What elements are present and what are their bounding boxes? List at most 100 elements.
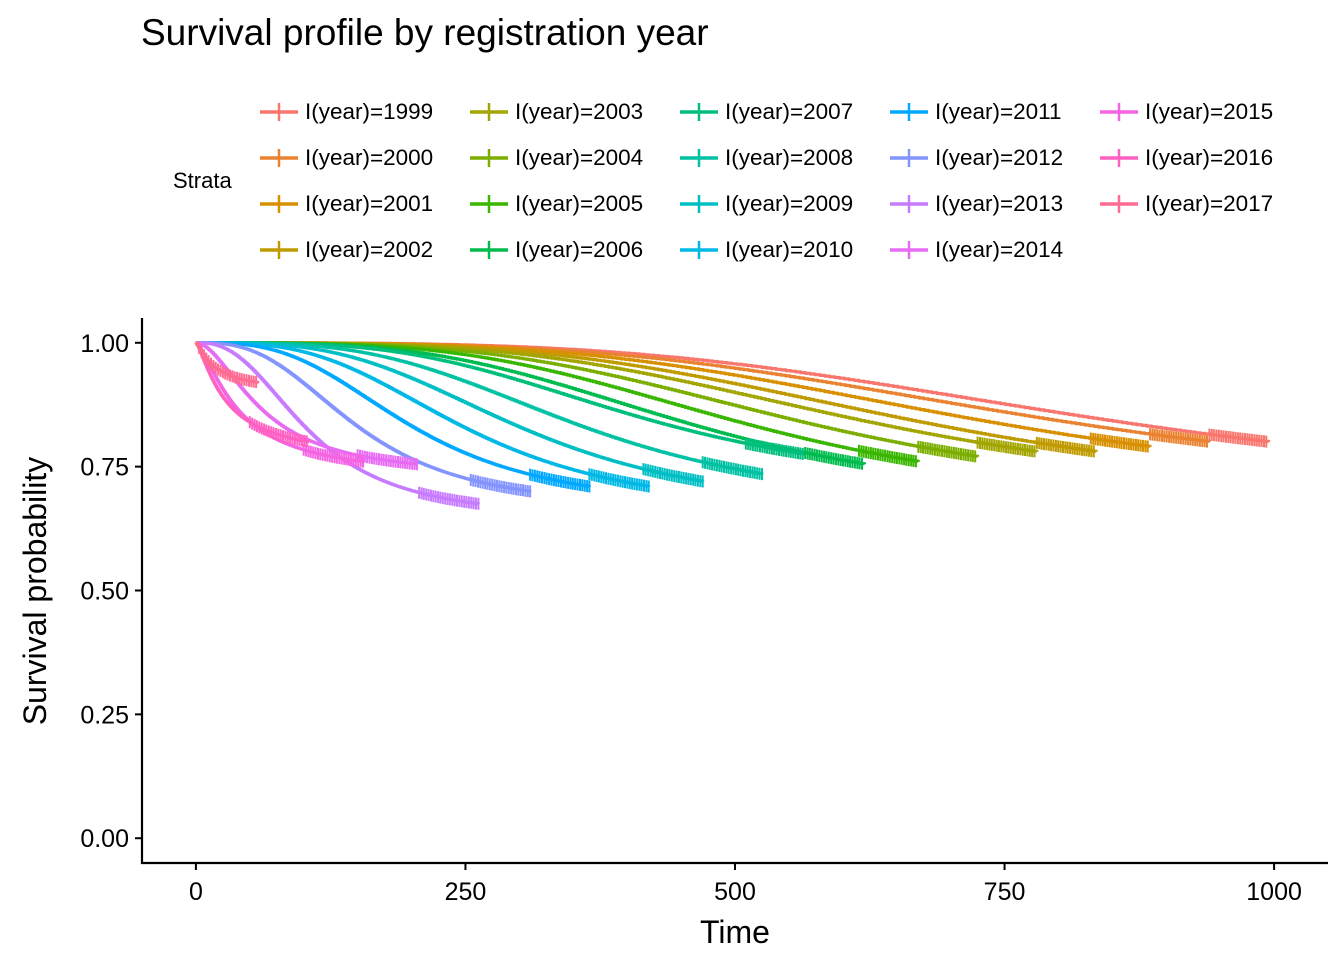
legend-item: I(year)=2009 <box>678 184 853 224</box>
legend: I(year)=1999 I(year)=2000 I(year)=2001 I(ye… <box>258 92 1328 276</box>
survival-curve <box>195 341 807 456</box>
legend-label: I(year)=2016 <box>1145 145 1274 170</box>
censor-mark-cluster <box>248 416 308 448</box>
legend-key <box>890 195 928 213</box>
survival-curve <box>195 341 651 488</box>
legend-label: I(year)=2014 <box>935 237 1064 262</box>
survival-curve <box>195 341 480 506</box>
legend-item: I(year)=1999 <box>258 92 433 132</box>
legend-label: I(year)=2013 <box>935 191 1064 216</box>
censor-mark-cluster <box>529 468 591 493</box>
legend-key <box>680 241 718 259</box>
legend-item: I(year)=2015 <box>1098 92 1273 132</box>
y-axis-ticks: 0.00 0.25 0.50 0.75 1.00 <box>80 330 142 853</box>
y-axis-label: Survival probability <box>17 457 53 726</box>
legend-item: I(year)=2011 <box>888 92 1062 132</box>
y-tick-label: 0.50 <box>80 578 129 606</box>
legend-label: I(year)=2004 <box>515 145 644 170</box>
legend-key <box>1100 149 1138 167</box>
censor-mark-cluster <box>302 443 364 468</box>
legend-item: I(year)=2003 <box>468 92 643 132</box>
chart-title: Survival profile by registration year <box>141 12 709 53</box>
legend-label: I(year)=2008 <box>725 145 854 170</box>
survival-curve <box>195 341 591 488</box>
legend-key <box>470 149 508 167</box>
censor-mark-cluster <box>642 463 704 488</box>
censor-mark-cluster <box>744 437 804 460</box>
censor-mark-cluster <box>1089 432 1149 453</box>
censor-mark-cluster <box>1208 428 1268 448</box>
legend-item: I(year)=2004 <box>468 138 643 178</box>
censor-mark-cluster <box>917 440 977 463</box>
y-tick-label: 0.00 <box>80 825 129 853</box>
legend-label: I(year)=2010 <box>725 237 854 262</box>
legend-label: I(year)=2005 <box>515 191 644 216</box>
legend-key <box>890 241 928 259</box>
censor-mark-cluster <box>701 456 763 481</box>
censor-mark-cluster <box>469 473 532 498</box>
censor-mark-cluster <box>858 444 917 468</box>
legend-key <box>1100 103 1138 121</box>
legend-item: I(year)=2012 <box>888 138 1063 178</box>
legend-label: I(year)=2003 <box>515 99 644 124</box>
censor-mark-cluster <box>198 341 258 388</box>
legend-label: I(year)=2017 <box>1145 191 1274 216</box>
legend-key <box>470 241 508 259</box>
legend-key <box>260 195 298 213</box>
legend-label: I(year)=2001 <box>305 191 434 216</box>
legend-label: I(year)=2002 <box>305 237 434 262</box>
legend-title: Strata <box>173 168 232 193</box>
legend-label: I(year)=2011 <box>935 99 1062 124</box>
x-axis-ticks: 0 250 500 750 1000 <box>189 863 1302 906</box>
legend-key <box>890 149 928 167</box>
x-tick-label: 750 <box>984 878 1026 906</box>
legend-label: I(year)=2009 <box>725 191 854 216</box>
survival-curve <box>195 341 705 483</box>
legend-item: I(year)=2002 <box>258 230 433 270</box>
y-tick-label: 0.25 <box>80 701 129 729</box>
censor-mark-cluster <box>804 447 863 470</box>
censor-marks <box>198 341 1268 510</box>
legend-key <box>1100 195 1138 213</box>
legend-label: I(year)=2000 <box>305 145 434 170</box>
legend-key <box>470 195 508 213</box>
legend-item: I(year)=2001 <box>258 184 433 224</box>
legend-key <box>260 241 298 259</box>
legend-item: I(year)=2016 <box>1098 138 1273 178</box>
censor-mark-cluster <box>418 486 480 510</box>
legend-label: I(year)=2006 <box>515 237 644 262</box>
legend-item: I(year)=2006 <box>468 230 643 270</box>
censor-mark-cluster <box>1149 428 1208 448</box>
legend-item: I(year)=2013 <box>888 184 1063 224</box>
legend-key <box>260 103 298 121</box>
censor-mark-cluster <box>976 436 1036 458</box>
legend-label: I(year)=2007 <box>725 99 854 124</box>
x-tick-label: 500 <box>714 878 756 906</box>
y-tick-label: 0.75 <box>80 454 129 482</box>
legend-item: I(year)=2017 <box>1098 184 1273 224</box>
legend-key <box>680 103 718 121</box>
legend-item: I(year)=2005 <box>468 184 643 224</box>
legend-key <box>680 195 718 213</box>
censor-mark-cluster <box>1035 436 1095 458</box>
x-tick-label: 1000 <box>1246 878 1302 906</box>
x-axis-label: Time <box>700 914 770 950</box>
legend-label: I(year)=1999 <box>305 99 434 124</box>
survival-curve <box>195 341 764 476</box>
legend-item: I(year)=2010 <box>678 230 853 270</box>
survival-curves <box>194 341 1271 506</box>
x-tick-label: 0 <box>189 878 203 906</box>
legend-item: I(year)=2014 <box>888 230 1063 270</box>
legend-item: I(year)=2007 <box>678 92 853 132</box>
legend-label: I(year)=2015 <box>1145 99 1274 124</box>
y-tick-label: 1.00 <box>80 330 129 358</box>
x-tick-label: 250 <box>445 878 487 906</box>
legend-key <box>260 149 298 167</box>
legend-item: I(year)=2008 <box>678 138 853 178</box>
legend-key <box>680 149 718 167</box>
legend-key <box>890 103 928 121</box>
censor-mark-cluster <box>588 468 650 493</box>
legend-label: I(year)=2012 <box>935 145 1064 170</box>
legend-item: I(year)=2000 <box>258 138 433 178</box>
